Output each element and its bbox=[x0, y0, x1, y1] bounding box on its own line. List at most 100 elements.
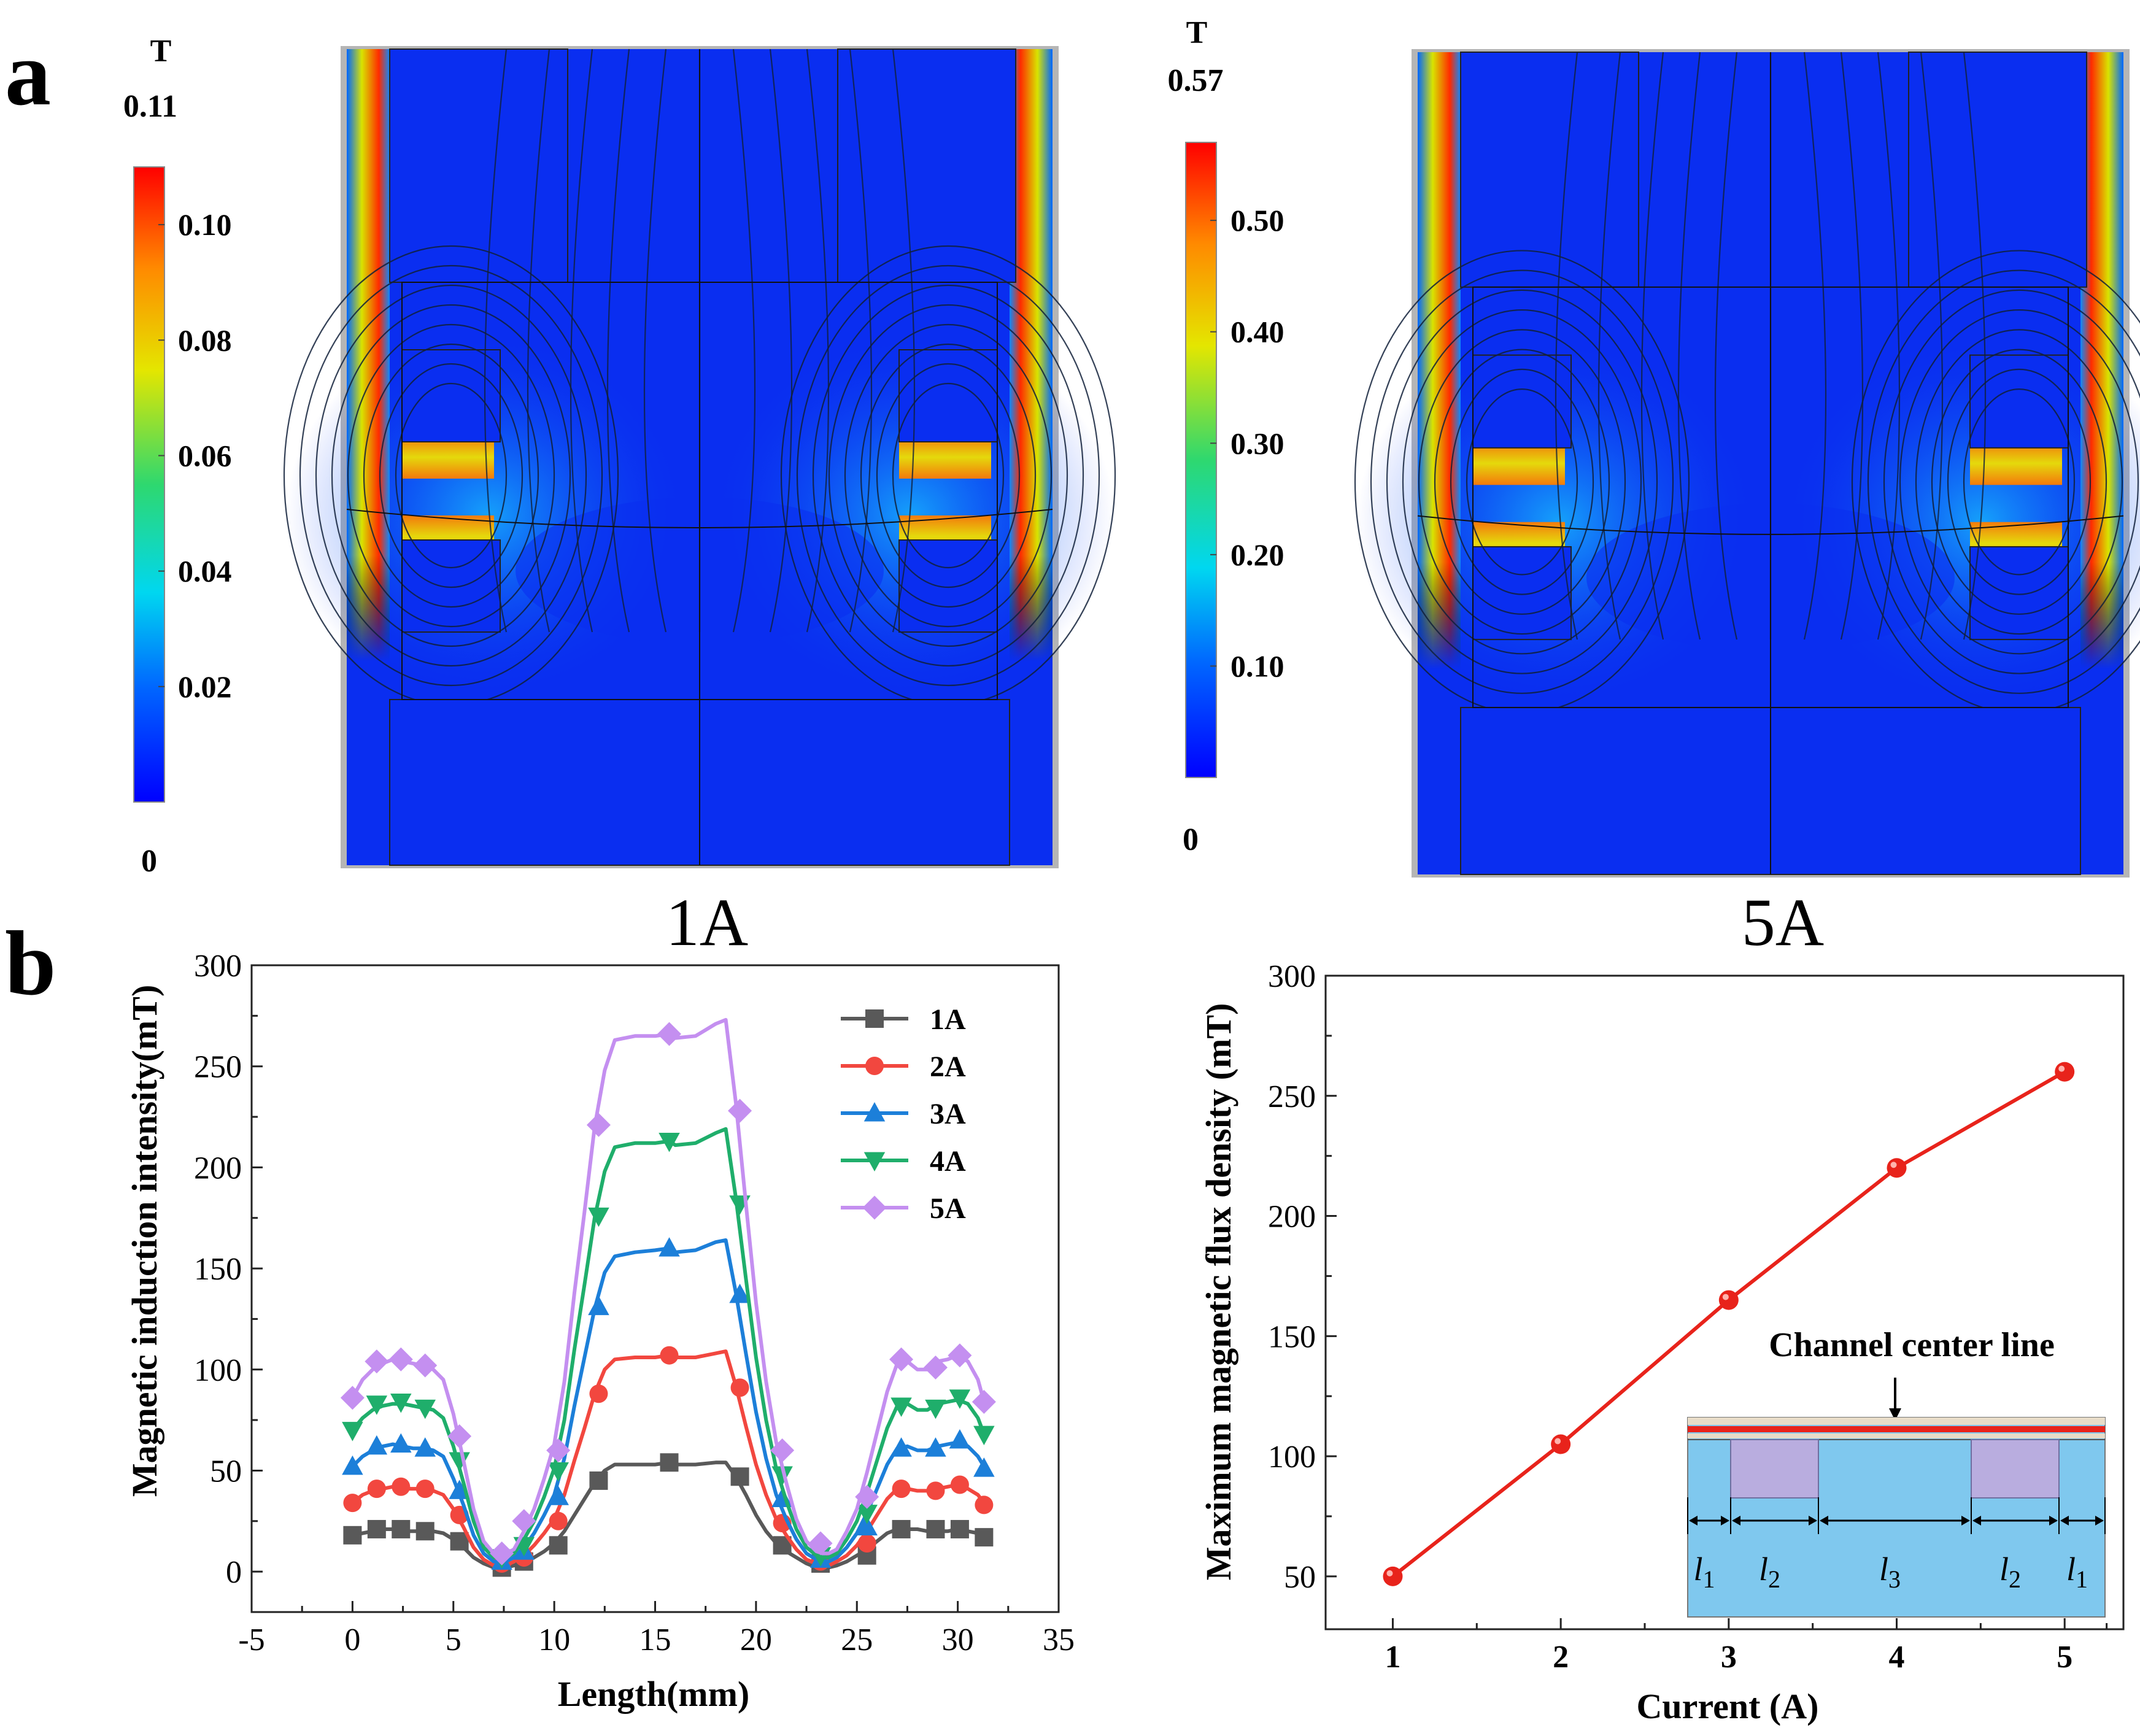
left-wall-fade bbox=[1418, 52, 1461, 874]
inset-dim-label-base: l bbox=[1693, 1551, 1702, 1587]
data-point bbox=[865, 1057, 884, 1075]
x-tick-label: 3 bbox=[1721, 1640, 1737, 1675]
colorbar-min-label-1A: 0 bbox=[141, 844, 157, 879]
legend-label: 5A bbox=[930, 1192, 966, 1225]
x-tick-label: 2 bbox=[1553, 1640, 1569, 1675]
data-point bbox=[728, 1099, 752, 1123]
inset-dim-label-sub: 1 bbox=[1703, 1565, 1715, 1593]
y-tick-label: 200 bbox=[1268, 1200, 1316, 1235]
data-point-highlight bbox=[2058, 1066, 2065, 1072]
data-point bbox=[368, 1479, 386, 1498]
inset-top-plate bbox=[1688, 1418, 2105, 1425]
y-tick-label: 300 bbox=[1268, 959, 1316, 994]
inset-dim-label-sub: 2 bbox=[1768, 1565, 1780, 1593]
data-point bbox=[1551, 1435, 1570, 1454]
colorbar-unit-1A: T bbox=[150, 34, 172, 69]
data-point bbox=[660, 1346, 679, 1365]
data-point bbox=[892, 1479, 911, 1498]
inset-lower-plate bbox=[1688, 1433, 2105, 1438]
legend-label: 4A bbox=[930, 1145, 966, 1178]
y-tick-label: 300 bbox=[194, 949, 242, 984]
x-tick-label: -5 bbox=[238, 1622, 265, 1657]
data-point bbox=[889, 1348, 913, 1371]
panel-b-label: b bbox=[5, 912, 56, 1014]
colorbar-tick-label: 0.02 bbox=[178, 669, 232, 704]
data-point bbox=[343, 1494, 361, 1512]
colorbar-5A bbox=[1186, 142, 1216, 777]
y-tick-label: 150 bbox=[1268, 1319, 1316, 1354]
y-tick-label: 100 bbox=[1268, 1440, 1316, 1475]
field-plot-1A bbox=[284, 46, 1115, 868]
colorbar-max-label-1A: 0.11 bbox=[123, 89, 177, 124]
left-wall-fade bbox=[347, 49, 390, 865]
data-point bbox=[863, 1196, 887, 1220]
top-block bbox=[1461, 52, 1639, 287]
series-line bbox=[352, 1240, 984, 1562]
x-tick-label: 15 bbox=[639, 1622, 671, 1657]
y-tick-label: 250 bbox=[194, 1050, 242, 1085]
data-point bbox=[865, 1009, 884, 1028]
data-point bbox=[973, 1457, 995, 1477]
y-tick-label: 150 bbox=[194, 1252, 242, 1287]
x-tick-label: 35 bbox=[1043, 1622, 1075, 1657]
y-tick-label: 50 bbox=[210, 1454, 242, 1489]
x-tick-label: 20 bbox=[740, 1622, 772, 1657]
field-map-1A: T 0.11 0.020.040.060.080.10 0 1A bbox=[123, 34, 1115, 960]
data-point-highlight bbox=[1555, 1438, 1561, 1445]
y-axis-label: Maximum magnetic flux density (mT) bbox=[1199, 1003, 1238, 1581]
data-point bbox=[389, 1348, 413, 1371]
data-point bbox=[660, 1453, 679, 1472]
data-point-highlight bbox=[1386, 1570, 1393, 1576]
colorbar-min-label-5A: 0 bbox=[1183, 822, 1199, 857]
inset-core-left bbox=[1731, 1440, 1818, 1498]
y-tick-label: 0 bbox=[226, 1555, 242, 1590]
colorbar-ticks-1A: 0.020.040.060.080.10 bbox=[158, 207, 232, 704]
colorbar-tick-label: 0.06 bbox=[178, 438, 232, 473]
data-point bbox=[926, 1520, 944, 1538]
data-point bbox=[589, 1384, 608, 1403]
data-point bbox=[549, 1536, 568, 1554]
panel-a-label: a bbox=[5, 23, 51, 125]
inset-dim-label-base: l bbox=[1879, 1551, 1888, 1587]
data-point bbox=[416, 1479, 435, 1498]
x-tick-label: 0 bbox=[344, 1622, 360, 1657]
x-tick-label: 1 bbox=[1385, 1640, 1400, 1675]
x-axis-label: Current (A) bbox=[1637, 1686, 1819, 1726]
caption-1A: 1A bbox=[666, 885, 748, 960]
series-line bbox=[352, 1129, 984, 1557]
x-tick-label: 5 bbox=[2057, 1640, 2072, 1675]
data-point bbox=[549, 1512, 568, 1530]
data-point bbox=[951, 1475, 969, 1494]
colorbar-tick-label: 0.40 bbox=[1230, 315, 1284, 349]
data-point-highlight bbox=[1891, 1162, 1897, 1168]
data-point bbox=[975, 1495, 993, 1514]
inset-title: Channel center line bbox=[1769, 1326, 2055, 1364]
inset-dim-label-base: l bbox=[1999, 1551, 2009, 1587]
colorbar-tick-label: 0.10 bbox=[1230, 649, 1284, 683]
data-point bbox=[589, 1472, 608, 1490]
caption-5A: 5A bbox=[1742, 885, 1824, 960]
data-point bbox=[657, 1022, 681, 1046]
data-point bbox=[416, 1522, 435, 1540]
colorbar-tick-label: 0.20 bbox=[1230, 538, 1284, 572]
legend-label: 1A bbox=[930, 1003, 966, 1036]
data-point bbox=[365, 1349, 388, 1373]
colorbar-tick-label: 0.08 bbox=[178, 323, 232, 357]
data-point bbox=[588, 1208, 609, 1227]
data-point bbox=[392, 1520, 410, 1538]
data-point bbox=[972, 1390, 996, 1414]
data-point bbox=[731, 1378, 749, 1397]
colorbar-max-label-5A: 0.57 bbox=[1168, 63, 1224, 98]
data-point bbox=[926, 1481, 944, 1500]
colorbar-tick-label: 0.30 bbox=[1230, 426, 1284, 460]
y-tick-label: 50 bbox=[1284, 1560, 1316, 1595]
series-group bbox=[341, 1020, 996, 1577]
data-point bbox=[858, 1534, 876, 1553]
x-axis-label: Length(mm) bbox=[558, 1674, 750, 1714]
x-tick-label: 4 bbox=[1889, 1640, 1905, 1675]
legend-label: 3A bbox=[930, 1098, 966, 1130]
